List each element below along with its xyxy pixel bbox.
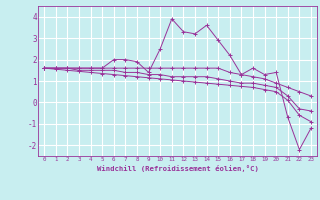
X-axis label: Windchill (Refroidissement éolien,°C): Windchill (Refroidissement éolien,°C) (97, 165, 259, 172)
